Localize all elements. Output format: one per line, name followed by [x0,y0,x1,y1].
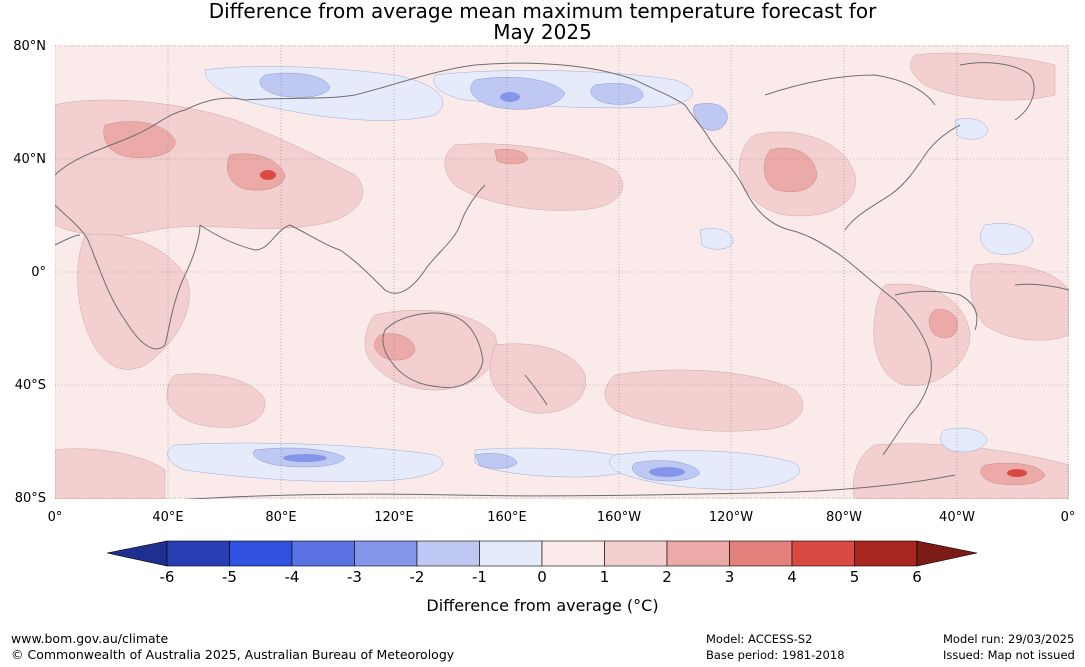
footer-model-run: Model run: 29/03/2025 [943,632,1075,646]
coastlines [55,62,1069,499]
lat-label-0: 0° [31,265,46,280]
colorbar-arrow-high [916,540,978,567]
colorbar-segment [604,540,668,567]
lon-label-0: 0° [47,510,63,525]
cool-anomaly-strong-regions [283,92,685,477]
colorbar-tick-label: 2 [662,568,672,586]
graticule [55,45,1069,499]
footer-copyright: © Commonwealth of Australia 2025, Austra… [11,647,455,662]
colorbar-segment [729,540,793,567]
colorbar-segment [791,540,855,567]
lon-label-120w: 120°W [708,510,754,525]
lon-label-40w: 40°W [939,510,975,525]
colorbar-label: Difference from average (°C) [426,596,659,615]
colorbar-segment [229,540,293,567]
warm-anomaly-strong-regions [260,170,1027,477]
lon-label-0-end: 0° [1060,510,1076,525]
colorbar-tick-label: 6 [912,568,922,586]
map-canvas [55,45,1069,499]
colorbar-segment [354,540,418,567]
lon-label-80w: 80°W [826,510,862,525]
colorbar-tick-label: 1 [599,568,610,586]
forecast-map [55,45,1069,499]
map-title-line2: May 2025 [493,20,592,44]
lon-label-80e: 80°E [265,510,297,525]
lat-label-80n: 80°N [13,39,46,54]
colorbar-tick-label: -5 [222,568,237,586]
colorbar-segment [666,540,730,567]
lon-label-160e: 160°E [487,510,527,525]
footer-website: www.bom.gov.au/climate [11,631,169,646]
colorbar-tick-label: -6 [159,568,175,586]
colorbar-segment [291,540,355,567]
colorbar-tick-label: 0 [537,568,547,586]
colorbar-tick-label: -4 [284,568,300,586]
colorbar-tick-label: 3 [724,568,735,586]
map-title-line1: Difference from average mean maximum tem… [208,0,877,23]
colorbar-tick-label: 5 [849,568,860,586]
footer-issued: Issued: Map not issued [943,648,1075,662]
lon-label-40e: 40°E [152,510,184,525]
colorbar-tick-label: -3 [347,568,362,586]
colorbar-segment [854,540,918,567]
colorbar [107,540,978,567]
colorbar-segment [541,540,605,567]
lat-label-80s: 80°S [14,491,46,506]
colorbar-segment [166,540,230,567]
colorbar-tick-label: -1 [472,568,487,586]
footer-base-period: Base period: 1981-2018 [706,648,845,662]
colorbar-arrow-low [107,540,168,567]
lon-label-160w: 160°W [596,510,642,525]
footer-model: Model: ACCESS-S2 [706,632,813,646]
colorbar-segment [479,540,543,567]
warm-anomaly-medium-regions [103,121,1046,486]
colorbar-segment [416,540,480,567]
lat-label-40n: 40°N [13,152,46,167]
colorbar-tick-label: -2 [409,568,425,586]
lat-label-40s: 40°S [14,378,46,393]
colorbar-tick-label: 4 [787,568,797,586]
lon-label-120e: 120°E [374,510,414,525]
